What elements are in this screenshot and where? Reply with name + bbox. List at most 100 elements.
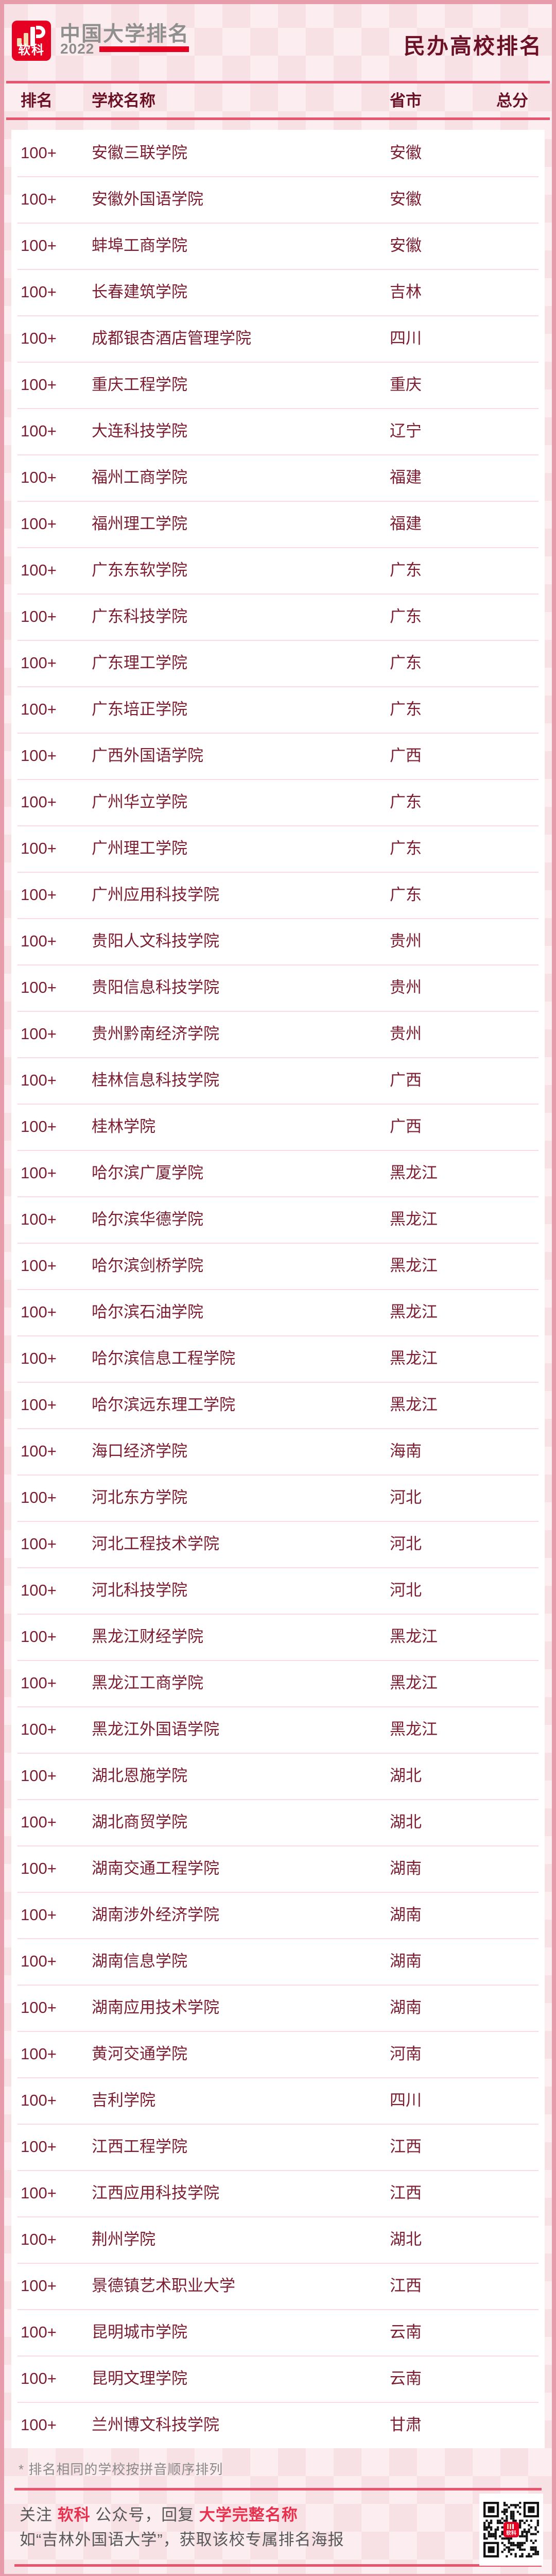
province-cell: 福建 bbox=[390, 468, 422, 486]
year-label: 2022 bbox=[60, 41, 95, 57]
province-cell: 黑龙江 bbox=[390, 1349, 438, 1367]
school-name-cell: 广东东软学院 bbox=[92, 561, 187, 579]
table-row: 100+ 河北科技学院 河北 bbox=[11, 1567, 545, 1614]
school-name-cell: 广州理工学院 bbox=[92, 839, 187, 857]
school-name-cell: 湖北恩施学院 bbox=[92, 1767, 187, 1785]
footer-bottom-line bbox=[14, 2564, 542, 2567]
school-name-cell: 昆明城市学院 bbox=[92, 2323, 187, 2341]
province-cell: 湖南 bbox=[390, 1952, 422, 1970]
school-name-cell: 哈尔滨华德学院 bbox=[92, 1210, 203, 1228]
rank-cell: 100+ bbox=[21, 2091, 57, 2109]
table-row: 100+ 桂林信息科技学院 广西 bbox=[11, 1057, 545, 1104]
province-cell: 广东 bbox=[390, 793, 422, 811]
province-cell: 河北 bbox=[390, 1488, 422, 1506]
footer-line1: 关注 软科 公众号，回复 大学完整名称 bbox=[20, 2504, 298, 2526]
rank-cell: 100+ bbox=[21, 2369, 57, 2387]
province-cell: 江西 bbox=[390, 2138, 422, 2156]
rank-cell: 100+ bbox=[21, 932, 57, 950]
province-cell: 云南 bbox=[390, 2369, 422, 2387]
rank-cell: 100+ bbox=[21, 1257, 57, 1275]
table-row: 100+ 广东培正学院 广东 bbox=[11, 686, 545, 733]
rank-cell: 100+ bbox=[21, 700, 57, 718]
year-row: 2022 bbox=[60, 41, 189, 57]
table-row: 100+ 成都银杏酒店管理学院 四川 bbox=[11, 315, 545, 362]
school-name-cell: 大连科技学院 bbox=[92, 422, 187, 440]
rank-cell: 100+ bbox=[21, 1720, 57, 1738]
table-row: 100+ 吉利学院 四川 bbox=[11, 2077, 545, 2124]
school-name-cell: 江西工程学院 bbox=[92, 2138, 187, 2156]
table-row: 100+ 重庆工程学院 重庆 bbox=[11, 362, 545, 408]
table-row: 100+ 湖南涉外经济学院 湖南 bbox=[11, 1892, 545, 1938]
rank-cell: 100+ bbox=[21, 1674, 57, 1692]
rank-cell: 100+ bbox=[21, 468, 57, 486]
rank-cell: 100+ bbox=[21, 1535, 57, 1553]
school-name-cell: 安徽外国语学院 bbox=[92, 190, 203, 208]
rank-cell: 100+ bbox=[21, 2138, 57, 2156]
school-name-cell: 河北东方学院 bbox=[92, 1488, 187, 1506]
province-cell: 贵州 bbox=[390, 978, 422, 996]
rank-cell: 100+ bbox=[21, 1628, 57, 1646]
rank-cell: 100+ bbox=[21, 1998, 57, 2016]
column-header-score: 总分 bbox=[496, 92, 528, 110]
rank-cell: 100+ bbox=[21, 515, 57, 533]
province-cell: 湖南 bbox=[390, 1859, 422, 1877]
school-name-cell: 河北工程技术学院 bbox=[92, 1535, 219, 1553]
rank-cell: 100+ bbox=[21, 1025, 57, 1043]
province-cell: 广东 bbox=[390, 700, 422, 718]
rank-cell: 100+ bbox=[21, 1859, 57, 1877]
rank-cell: 100+ bbox=[21, 886, 57, 904]
school-name-cell: 广州华立学院 bbox=[92, 793, 187, 811]
table-row: 100+ 河北东方学院 河北 bbox=[11, 1475, 545, 1521]
column-header-rank: 排名 bbox=[21, 92, 53, 110]
province-cell: 福建 bbox=[390, 515, 422, 533]
table-row: 100+ 黑龙江财经学院 黑龙江 bbox=[11, 1614, 545, 1660]
province-cell: 河南 bbox=[390, 2045, 422, 2063]
table-row: 100+ 广东东软学院 广东 bbox=[11, 547, 545, 594]
bar-chart-icon bbox=[17, 26, 46, 46]
province-cell: 湖南 bbox=[390, 1998, 422, 2016]
table-row: 100+ 哈尔滨石油学院 黑龙江 bbox=[11, 1289, 545, 1335]
province-cell: 四川 bbox=[390, 329, 422, 347]
table-row: 100+ 湖南交通工程学院 湖南 bbox=[11, 1845, 545, 1892]
table-row: 100+ 湖南应用技术学院 湖南 bbox=[11, 1985, 545, 2031]
province-cell: 湖北 bbox=[390, 2230, 422, 2248]
rank-cell: 100+ bbox=[21, 422, 57, 440]
rank-cell: 100+ bbox=[21, 1349, 57, 1367]
province-cell: 安徽 bbox=[390, 236, 422, 255]
rank-cell: 100+ bbox=[21, 793, 57, 811]
table-body: 100+ 安徽三联学院 安徽 100+ 安徽外国语学院 安徽 100+ 蚌埠工商学院 安徽 100… bbox=[11, 130, 545, 2448]
rank-cell: 100+ bbox=[21, 2045, 57, 2063]
column-header-province: 省市 bbox=[390, 92, 422, 110]
rank-cell: 100+ bbox=[21, 2416, 57, 2434]
table-row: 100+ 广东科技学院 广东 bbox=[11, 594, 545, 640]
school-name-cell: 黑龙江外国语学院 bbox=[92, 1720, 219, 1738]
footer-brand-name: 软科 bbox=[57, 2506, 91, 2524]
rank-cell: 100+ bbox=[21, 329, 57, 347]
school-name-cell: 福州工商学院 bbox=[92, 468, 187, 486]
school-name-cell: 广西外国语学院 bbox=[92, 747, 203, 765]
school-name-cell: 湖北商贸学院 bbox=[92, 1813, 187, 1831]
school-name-cell: 哈尔滨远东理工学院 bbox=[92, 1396, 235, 1414]
table-row: 100+ 贵阳信息科技学院 贵州 bbox=[11, 964, 545, 1011]
province-cell: 黑龙江 bbox=[390, 1674, 438, 1692]
school-name-cell: 成都银杏酒店管理学院 bbox=[92, 329, 251, 347]
school-name-cell: 贵阳人文科技学院 bbox=[92, 932, 219, 950]
rank-cell: 100+ bbox=[21, 1813, 57, 1831]
table-row: 100+ 黑龙江外国语学院 黑龙江 bbox=[11, 1706, 545, 1753]
table-row: 100+ 哈尔滨广厦学院 黑龙江 bbox=[11, 1150, 545, 1196]
province-cell: 湖北 bbox=[390, 1767, 422, 1785]
school-name-cell: 广东理工学院 bbox=[92, 654, 187, 672]
table-row: 100+ 安徽外国语学院 安徽 bbox=[11, 176, 545, 223]
province-cell: 安徽 bbox=[390, 144, 422, 162]
table-row: 100+ 哈尔滨华德学院 黑龙江 bbox=[11, 1196, 545, 1243]
qr-center-logo: 软科 bbox=[503, 2522, 519, 2537]
rank-cell: 100+ bbox=[21, 1581, 57, 1599]
table-row: 100+ 昆明城市学院 云南 bbox=[11, 2309, 545, 2355]
ranking-category-title: 民办高校排名 bbox=[403, 34, 543, 58]
school-name-cell: 蚌埠工商学院 bbox=[92, 236, 187, 255]
table-row: 100+ 江西应用科技学院 江西 bbox=[11, 2170, 545, 2216]
province-cell: 辽宁 bbox=[390, 422, 422, 440]
table-row: 100+ 黄河交通学院 河南 bbox=[11, 2031, 545, 2077]
table-row: 100+ 昆明文理学院 云南 bbox=[11, 2355, 545, 2402]
table-row: 100+ 黑龙江工商学院 黑龙江 bbox=[11, 1660, 545, 1706]
